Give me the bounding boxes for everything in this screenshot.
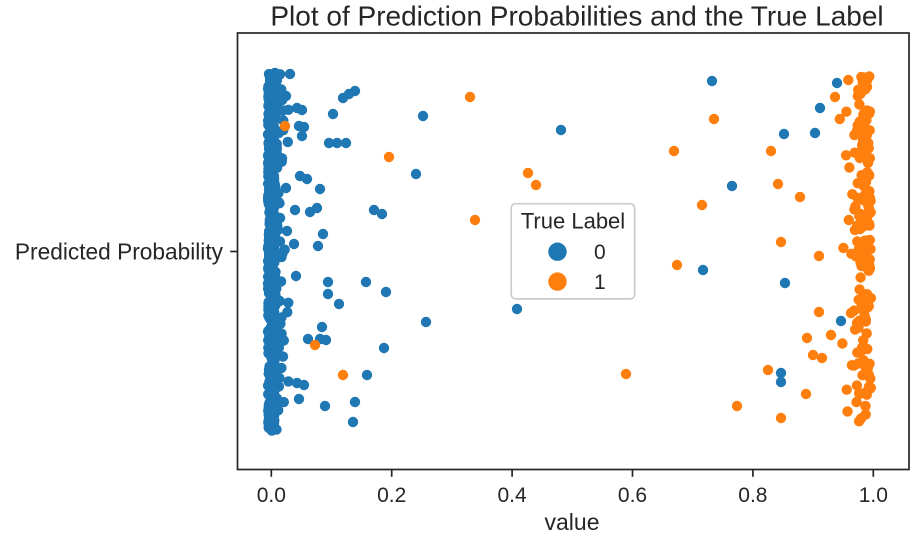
- svg-text:0.0: 0.0: [257, 484, 286, 507]
- svg-text:Plot of Prediction Probabiliti: Plot of Prediction Probabilities and the…: [270, 1, 883, 32]
- svg-text:0: 0: [594, 241, 606, 264]
- svg-text:1: 1: [594, 271, 606, 294]
- svg-text:0.8: 0.8: [738, 484, 767, 507]
- svg-text:0.2: 0.2: [377, 484, 406, 507]
- svg-text:0.6: 0.6: [618, 484, 647, 507]
- svg-text:value: value: [545, 509, 600, 535]
- svg-text:0.4: 0.4: [497, 484, 527, 507]
- svg-text:True Label: True Label: [521, 209, 625, 234]
- svg-text:Predicted Probability: Predicted Probability: [15, 239, 224, 265]
- svg-text:1.0: 1.0: [859, 484, 888, 507]
